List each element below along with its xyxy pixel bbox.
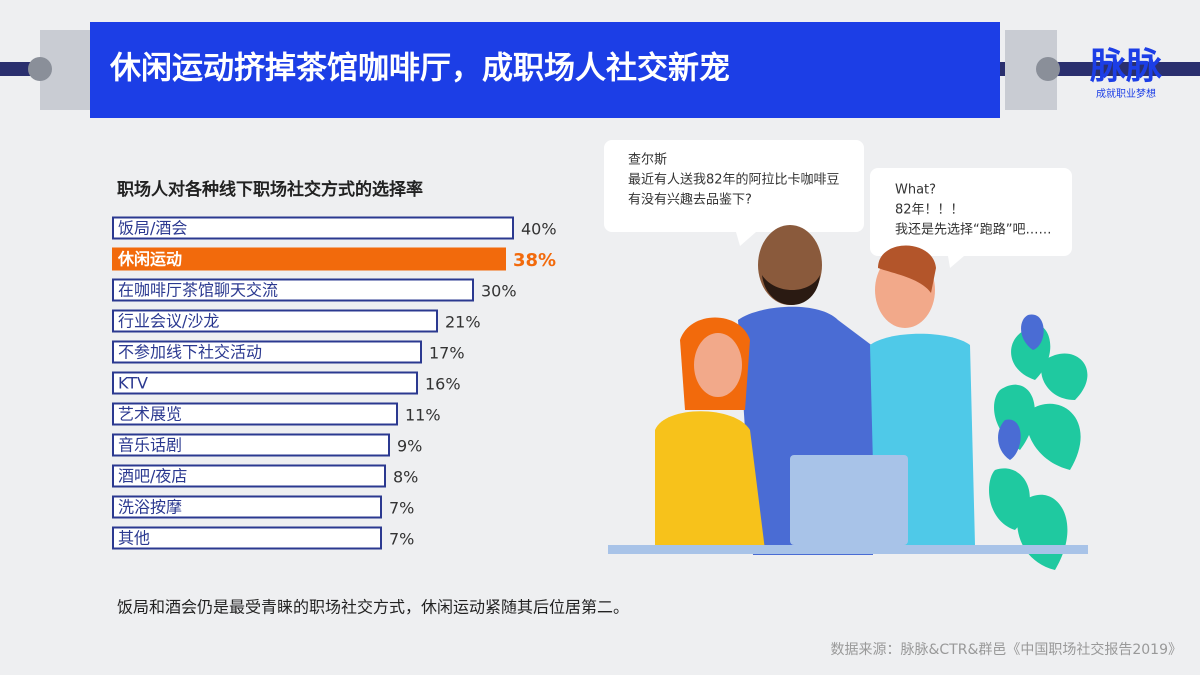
value-label: 9% [397,437,422,456]
value-label: 7% [389,530,414,549]
speech-text: 82年！！！ [895,203,964,218]
hair [878,245,936,293]
value-label: 16% [425,375,461,394]
value-label: 38% [513,250,556,271]
value-label: 30% [481,282,517,301]
laptop [790,455,908,545]
value-label: 17% [429,344,465,363]
speech-text: 查尔斯 [628,153,667,168]
bar [112,433,390,457]
bar [112,278,474,302]
bar [112,526,382,550]
bar [112,371,418,395]
category-label: 在咖啡厅茶馆聊天交流 [118,281,278,300]
desk [608,545,1088,554]
category-label: 不参加线下社交活动 [118,343,262,362]
category-label: 休闲运动 [117,250,182,269]
category-label: 其他 [118,529,150,548]
person-left-head [694,333,742,397]
category-label: 洗浴按摩 [118,498,182,517]
category-label: 艺术展览 [118,405,182,424]
speech-text: What? [895,183,936,198]
bar [112,247,506,271]
beard [762,275,820,305]
bar [112,464,386,488]
bar [112,309,438,333]
logo: 脉脉 [1090,46,1163,87]
header-title: 休闲运动挤掉茶馆咖啡厅，成职场人社交新宠 [109,51,730,87]
plant [989,324,1088,570]
speech-bubble [604,140,864,246]
bar [112,495,382,519]
value-label: 21% [445,313,481,332]
category-label: KTV [118,374,148,393]
value-label: 7% [389,499,414,518]
source: 数据来源：脉脉&CTR&群邑《中国职场社交报告2019》 [830,641,1182,658]
plant-leaf [998,314,1044,460]
category-label: 饭局/酒会 [118,219,187,238]
slogan: 成就职业梦想 [1096,87,1156,100]
speech-text: 我还是先选择“跑路”吧…… [895,222,1051,238]
speech-bubble [870,168,1072,268]
caption: 饭局和酒会仍是最受青睐的职场社交方式，休闲运动紧随其后位居第二。 [117,598,629,617]
speech-text: 有没有兴趣去品鉴下? [628,193,752,208]
bar [112,402,398,426]
speech-text: 最近有人送我82年的阿拉比卡咖啡豆 [628,172,840,188]
chart-title: 职场人对各种线下职场社交方式的选择率 [117,179,423,200]
value-label: 8% [393,468,418,487]
person-left-body [655,411,765,550]
bar [112,216,514,240]
person-center-head [758,225,822,305]
value-label: 40% [521,220,557,239]
bar [112,340,422,364]
category-label: 酒吧/夜店 [118,467,187,486]
category-label: 音乐话剧 [118,436,182,455]
category-label: 行业会议/沙龙 [118,312,219,331]
header-band [0,22,1200,118]
value-label: 11% [405,406,441,425]
